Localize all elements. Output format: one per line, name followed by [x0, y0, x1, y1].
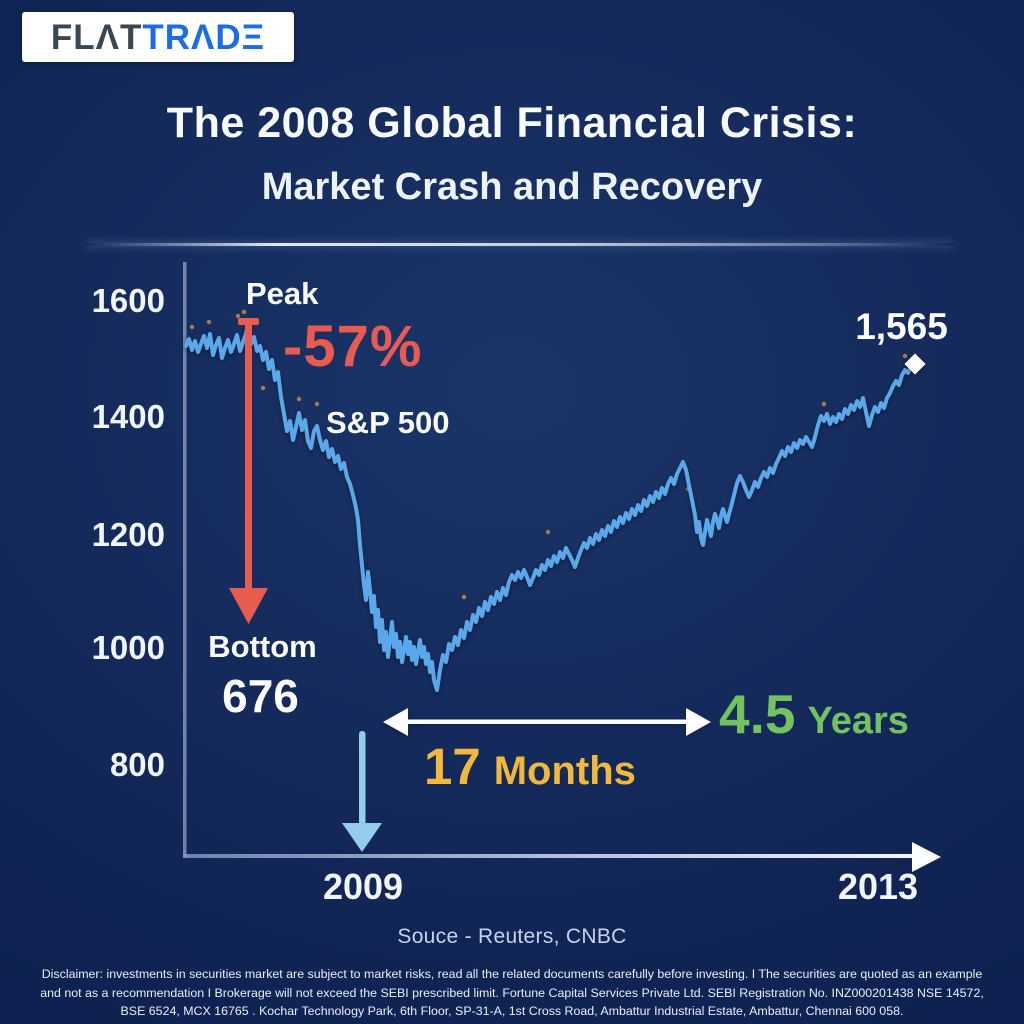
crash-down-arrow-icon — [229, 318, 268, 624]
x-axis-line — [183, 854, 913, 858]
source-text: Souce - Reuters, CNBC — [397, 925, 627, 948]
bottom-value: 676 — [222, 670, 299, 722]
page-subtitle: Market Crash and Recovery — [261, 166, 763, 208]
x-axis-label-2013: 2013 — [837, 866, 919, 907]
drop-percent-label: -57% — [283, 314, 423, 379]
bottom-label: Bottom — [208, 629, 317, 664]
y-axis-label-1600: 1600 — [91, 282, 165, 319]
end-marker-diamond — [904, 353, 926, 375]
y-axis-label-800: 800 — [109, 746, 165, 783]
y-axis-label-1400: 1400 — [91, 398, 165, 435]
recovery-duration-label: 4.5 Years — [719, 687, 909, 742]
title-divider — [85, 243, 955, 246]
x-axis-label-2009: 2009 — [322, 866, 404, 907]
bottom-year-arrow-icon — [342, 731, 382, 852]
recovery-duration-unit: Years — [807, 700, 909, 742]
page-title: The 2008 Global Financial Crisis: — [166, 99, 858, 147]
flattrade-logo: FLΛTTRΛDΞ — [22, 12, 294, 62]
crash-duration-value: 17 — [424, 738, 481, 795]
peak-label: Peak — [246, 276, 319, 311]
crash-duration-label: 17 Months — [424, 741, 636, 792]
flattrade-logo-text: FLΛTTRΛDΞ — [51, 20, 265, 55]
crash-span-double-arrow-icon — [383, 708, 711, 736]
crash-duration-unit: Months — [493, 749, 636, 793]
y-axis-label-1200: 1200 — [91, 516, 165, 553]
x-axis-arrowhead-icon — [912, 842, 941, 872]
logo-text-flat: FLΛT — [50, 17, 143, 57]
index-name-label: S&P 500 — [326, 405, 450, 440]
recovery-duration-value: 4.5 — [719, 683, 796, 745]
disclaimer-text: Disclaimer: investments in securities ma… — [40, 967, 984, 1019]
logo-text-trade: TRΛDΞ — [142, 17, 266, 57]
y-axis-line — [183, 262, 187, 857]
end-value-label: 1,565 — [855, 306, 948, 347]
price-line — [184, 321, 917, 692]
y-axis-label-1000: 1000 — [91, 629, 165, 666]
